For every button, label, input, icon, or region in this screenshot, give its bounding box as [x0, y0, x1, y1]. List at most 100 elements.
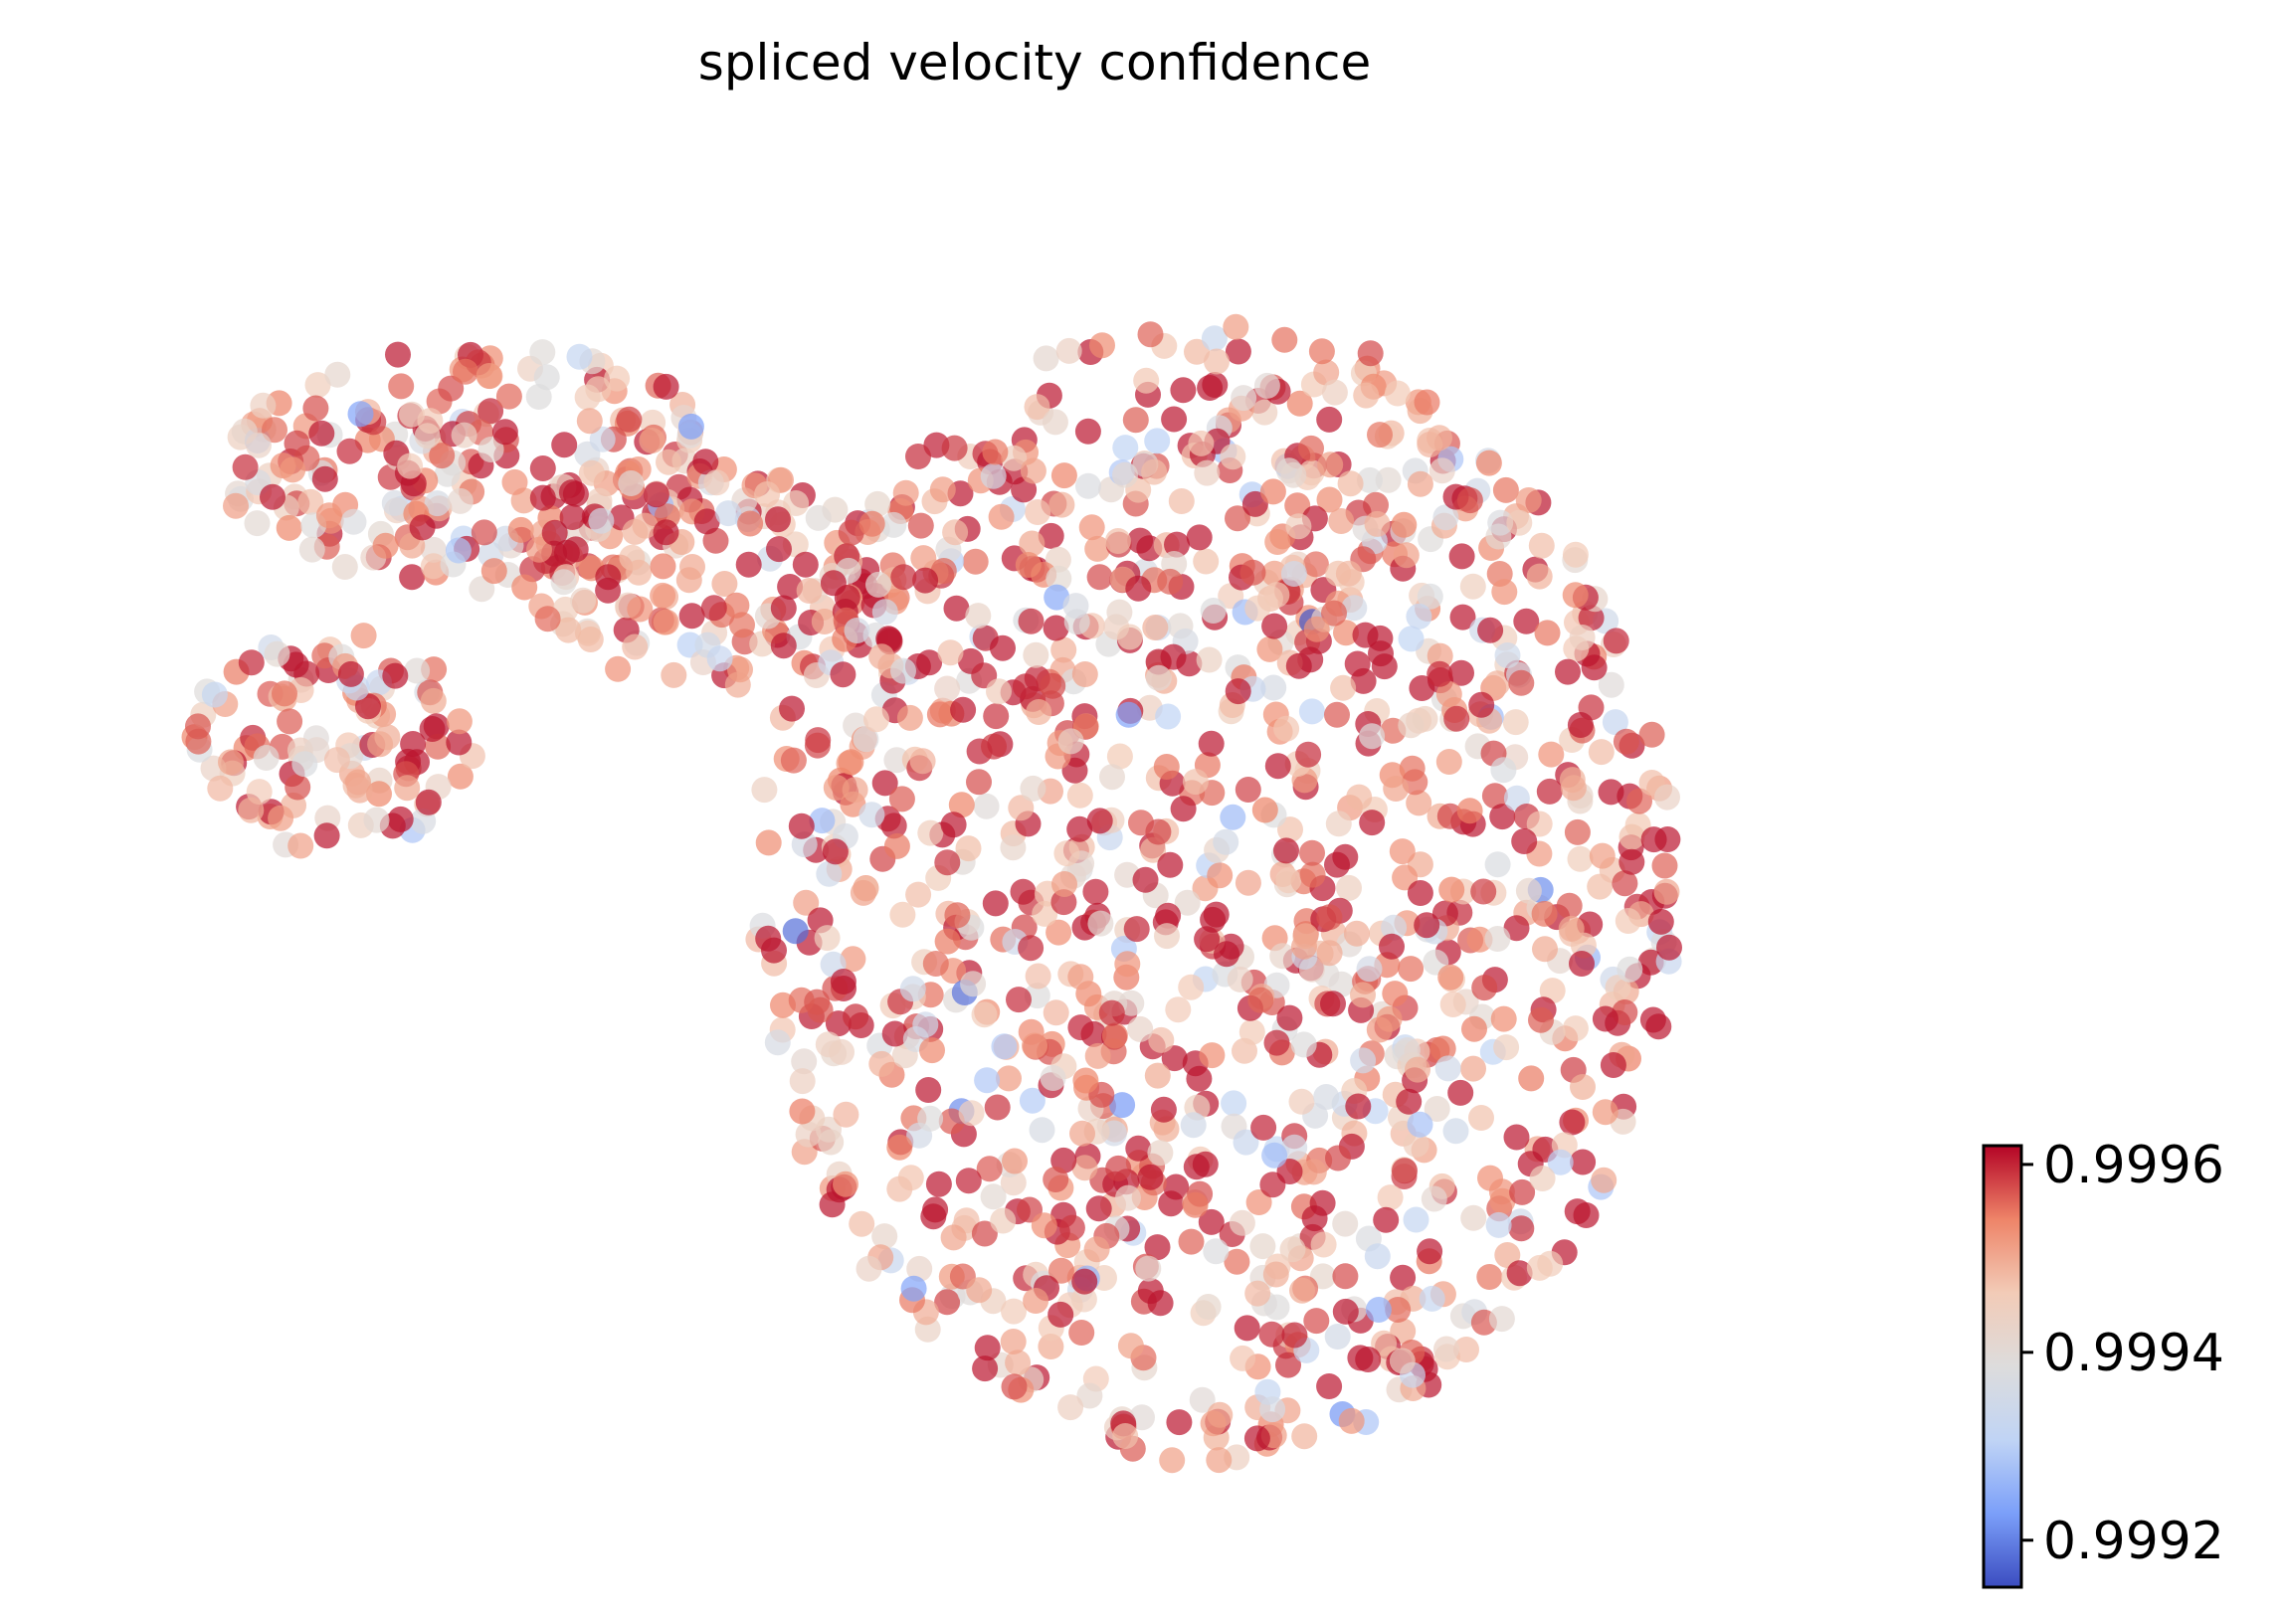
scatter-point	[1295, 741, 1322, 768]
scatter-point	[1324, 1324, 1351, 1350]
scatter-point	[865, 571, 891, 598]
scatter-point	[1477, 1165, 1503, 1191]
scatter-point	[1067, 964, 1094, 991]
scatter-point	[1506, 509, 1533, 536]
scatter-point	[1043, 999, 1069, 1026]
scatter-point	[1300, 1159, 1327, 1185]
scatter-point	[1437, 964, 1464, 991]
scatter-point	[844, 618, 870, 643]
scatter-point	[1428, 457, 1455, 484]
scatter-point	[650, 553, 676, 580]
scatter-point	[1166, 1409, 1193, 1436]
scatter-point	[1357, 466, 1383, 493]
scatter-point	[990, 634, 1016, 661]
scatter-point	[1144, 1062, 1171, 1089]
scatter-point	[1206, 1447, 1233, 1474]
scatter-point	[1114, 951, 1141, 978]
scatter-point	[871, 770, 898, 797]
scatter-point	[1048, 491, 1075, 518]
scatter-point	[1529, 1166, 1556, 1191]
scatter-point	[888, 786, 915, 812]
scatter-point	[308, 420, 335, 447]
scatter-point	[1645, 1013, 1672, 1040]
scatter-point	[1112, 461, 1138, 488]
scatter-point	[1371, 1330, 1398, 1356]
scatter-point	[960, 971, 987, 997]
scatter-point	[909, 748, 936, 775]
scatter-point	[1299, 839, 1325, 866]
scatter-point	[940, 812, 967, 838]
scatter-point	[890, 657, 916, 684]
scatter-point	[1053, 840, 1080, 867]
scatter-point	[1074, 418, 1101, 445]
scatter-point	[1626, 788, 1652, 814]
scatter-point	[1598, 779, 1624, 806]
scatter-point	[315, 502, 342, 529]
scatter-point	[1503, 915, 1530, 942]
scatter-point	[218, 749, 244, 776]
scatter-point	[729, 612, 755, 638]
scatter-point	[1046, 565, 1072, 592]
scatter-point	[1468, 1105, 1494, 1131]
scatter-point	[1247, 987, 1274, 1013]
scatter-point	[896, 704, 923, 731]
scatter-point	[838, 519, 864, 546]
scatter-point	[1503, 1124, 1530, 1151]
scatter-point	[588, 507, 615, 534]
scatter-point	[1001, 1373, 1028, 1400]
scatter-point	[1182, 769, 1209, 796]
scatter-point	[639, 428, 666, 453]
scatter-point	[1350, 982, 1376, 1008]
scatter-point	[1118, 990, 1145, 1016]
scatter-point	[1459, 573, 1486, 600]
scatter-point	[1025, 499, 1051, 525]
scatter-point	[1379, 933, 1405, 960]
scatter-point	[1150, 1096, 1177, 1123]
scatter-point	[1308, 338, 1335, 365]
scatter-point	[974, 1067, 1001, 1094]
scatter-point	[1316, 904, 1343, 931]
scatter-point	[1603, 628, 1629, 654]
scatter-point	[618, 470, 645, 496]
scatter-point	[919, 1037, 945, 1064]
scatter-point	[973, 793, 1000, 819]
scatter-point	[446, 729, 473, 756]
scatter-point	[276, 514, 302, 541]
scatter-point	[1233, 1129, 1259, 1156]
scatter-point	[1055, 337, 1082, 364]
scatter-point	[958, 1100, 985, 1127]
scatter-point	[1417, 1238, 1443, 1265]
scatter-point	[1406, 790, 1432, 816]
scatter-point	[727, 656, 753, 683]
scatter-point	[1414, 389, 1440, 416]
scatter-point	[905, 881, 932, 908]
scatter-point	[1494, 1242, 1521, 1268]
scatter-point	[1200, 1410, 1227, 1437]
scatter-point	[1613, 728, 1639, 755]
scatter-point	[940, 1224, 967, 1251]
scatter-point	[1047, 1257, 1074, 1284]
scatter-point	[1198, 730, 1225, 757]
scatter-point	[900, 1275, 927, 1302]
scatter-point	[526, 536, 552, 563]
scatter-point	[1186, 524, 1213, 551]
scatter-point	[1588, 739, 1615, 766]
scatter-point	[1263, 1029, 1290, 1056]
scatter-point	[446, 708, 473, 735]
scatter-point	[1207, 862, 1234, 889]
scatter-point	[1026, 699, 1052, 725]
scatter-point	[1407, 880, 1433, 906]
scatter-point	[1518, 1065, 1545, 1092]
scatter-point	[934, 928, 961, 955]
scatter-point	[1174, 889, 1201, 916]
scatter-point	[1213, 828, 1239, 855]
scatter-point	[1417, 583, 1443, 610]
scatter-point	[937, 639, 964, 666]
scatter-point	[1005, 1350, 1032, 1376]
scatter-point	[871, 1223, 898, 1250]
scatter-point	[1253, 372, 1280, 399]
scatter-point	[1367, 422, 1393, 449]
scatter-point	[789, 1098, 816, 1125]
scatter-point	[1528, 532, 1555, 559]
